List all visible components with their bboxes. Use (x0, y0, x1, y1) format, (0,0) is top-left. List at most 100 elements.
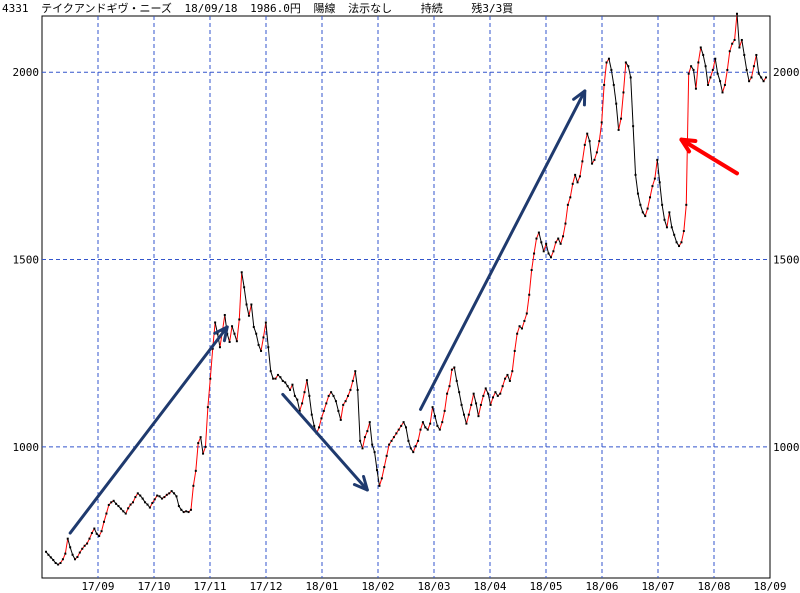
price-point (156, 494, 159, 497)
price-segment (381, 466, 385, 479)
price-segment (618, 118, 622, 131)
price-segment (697, 47, 702, 63)
price-segment (644, 208, 649, 217)
price-point (95, 532, 98, 535)
price-segment (700, 47, 704, 56)
price-point (228, 340, 231, 343)
price-point (98, 535, 101, 538)
price-point (516, 332, 519, 335)
price-point (151, 502, 154, 505)
price-point (627, 65, 630, 68)
price-segment (318, 418, 322, 428)
price-segment (190, 485, 194, 510)
price-segment (103, 513, 107, 522)
price-point (170, 490, 173, 493)
price-segment (64, 538, 69, 554)
price-point (607, 57, 610, 60)
price-segment (209, 348, 214, 379)
price-segment (195, 443, 199, 471)
price-segment (105, 504, 110, 514)
price-point (66, 537, 69, 540)
price-point (131, 501, 134, 504)
price-segment (751, 66, 755, 78)
price-segment (417, 429, 421, 441)
price-point (286, 385, 289, 388)
price-points (45, 12, 767, 566)
price-segment (726, 51, 731, 71)
price-segment (523, 313, 528, 322)
price-point (591, 162, 594, 165)
trend-arrow-head (679, 137, 698, 154)
price-point (455, 379, 458, 382)
price-segment (620, 92, 624, 119)
price-point (450, 368, 453, 371)
price-segment (200, 437, 204, 454)
price-segment (712, 58, 716, 71)
price-point (192, 484, 195, 487)
price-segment (637, 193, 641, 205)
price-point (733, 38, 736, 41)
price-point (231, 325, 234, 328)
price-segment (470, 393, 475, 406)
price-point (351, 379, 354, 382)
price-point (448, 385, 451, 388)
price-segment (664, 219, 668, 228)
price-point (144, 501, 147, 504)
header-rule: 法示なし (348, 1, 392, 15)
price-segment (202, 446, 206, 454)
price-segment (649, 185, 653, 198)
price-segment (265, 322, 269, 348)
price-segment (308, 395, 313, 415)
price-point (168, 492, 171, 495)
price-point (525, 312, 528, 315)
price-point (235, 340, 238, 343)
price-point (622, 91, 625, 94)
price-point (704, 65, 707, 68)
price-point (477, 415, 480, 418)
price-segment (531, 253, 535, 271)
price-point (426, 428, 429, 431)
price-segment (651, 178, 656, 187)
price-segment (262, 322, 267, 338)
price-segment (719, 81, 723, 93)
y-tick-label-right: 1000 (773, 441, 800, 454)
price-point (267, 346, 270, 349)
price-segment (458, 392, 463, 405)
price-point (762, 80, 765, 83)
price-segment (291, 384, 296, 397)
price-point (574, 173, 577, 176)
price-point (542, 250, 545, 253)
price-point (327, 394, 330, 397)
price-point (421, 421, 424, 424)
price-segment (615, 103, 620, 130)
price-point (412, 451, 415, 454)
price-point (506, 373, 509, 376)
price-segment (724, 69, 728, 86)
price-segment (581, 144, 586, 162)
price-point (552, 250, 555, 253)
price-segment (323, 403, 327, 412)
price-point (301, 402, 304, 405)
price-point (750, 76, 753, 79)
price-point (537, 231, 540, 234)
price-segment (407, 440, 412, 449)
price-point (407, 439, 410, 442)
x-axis-labels: 17/09 17/10 17/11 17/12 18/01 18/02 18/03 18/04… (81, 580, 786, 593)
price-segment (632, 126, 637, 175)
price-segment (233, 333, 238, 342)
price-point (334, 400, 337, 403)
price-segment (383, 455, 388, 468)
price-point (431, 406, 434, 409)
price-segment (574, 174, 579, 183)
price-segment (680, 230, 685, 243)
price-segment (521, 320, 525, 329)
price-segment (229, 326, 233, 343)
price-point (344, 400, 347, 403)
trend-arrow-head (572, 89, 587, 107)
x-tick-label: 17/10 (137, 580, 170, 593)
price-point (586, 132, 589, 135)
price-point (600, 121, 603, 124)
price-point (678, 245, 681, 248)
price-point (740, 38, 743, 41)
